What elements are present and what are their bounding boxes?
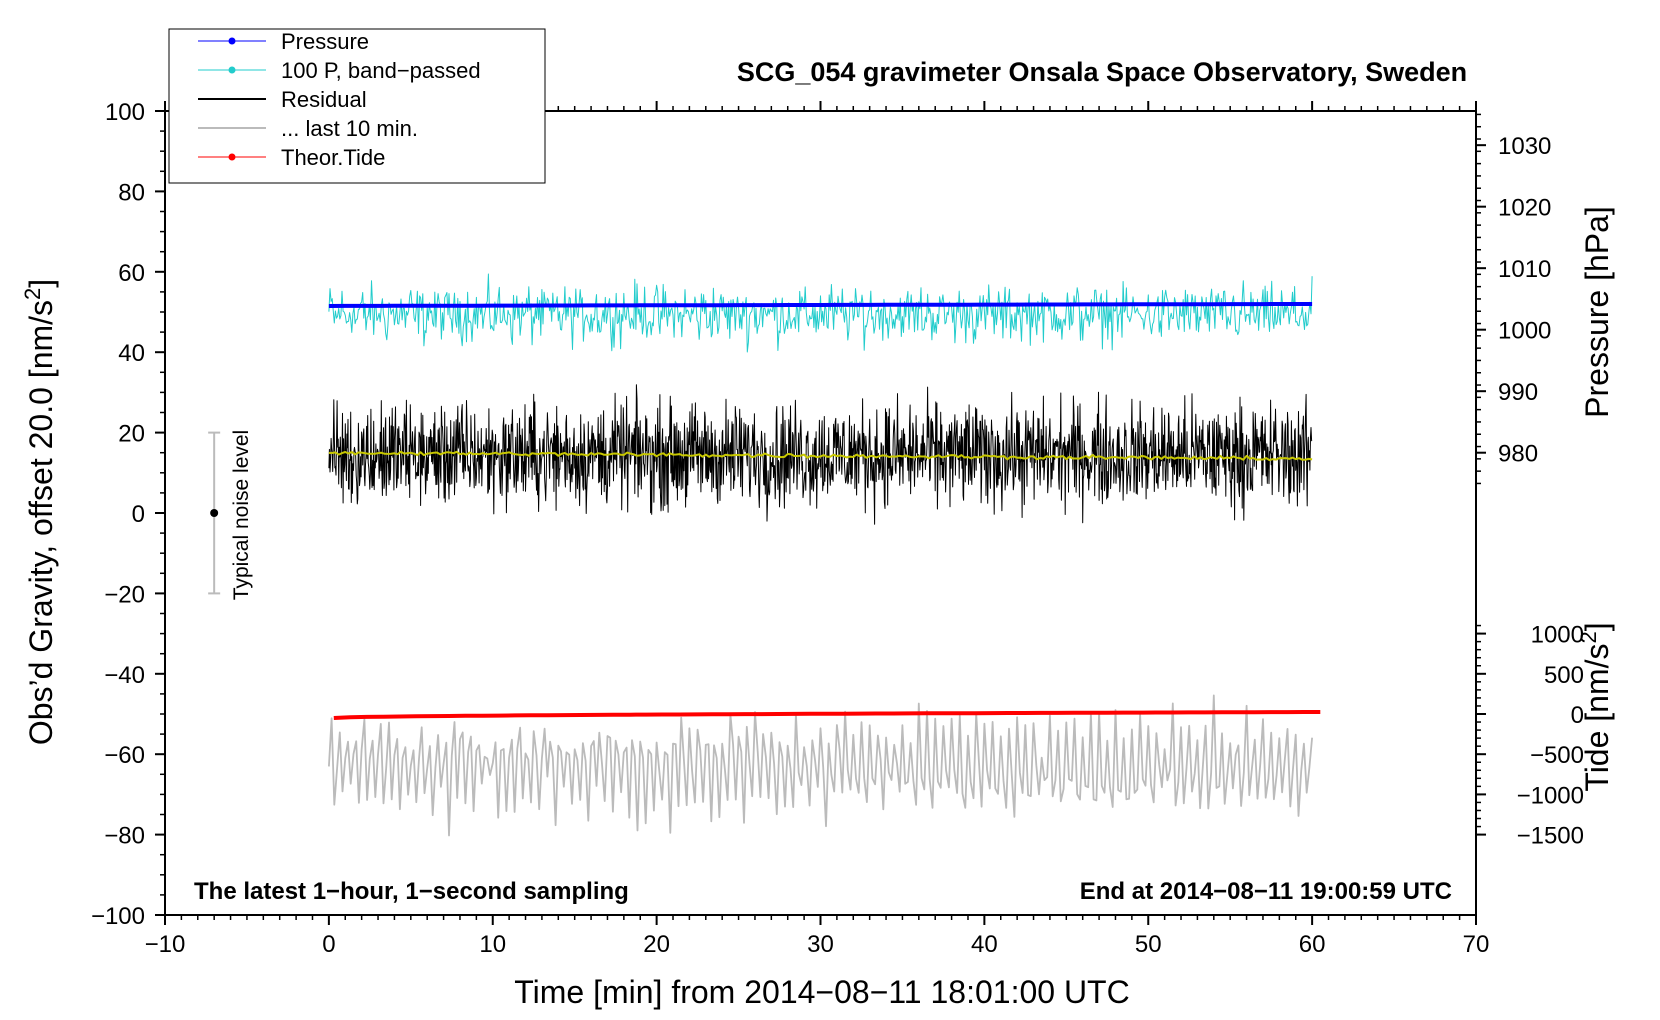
pressure-axis-ticks: 980 990 1000 1010 1020 1030 <box>1476 113 1551 485</box>
y-tick-label--60: −60 <box>104 742 145 769</box>
series-theoretical-tide <box>333 710 1321 720</box>
pressure-tick-label-1010: 1010 <box>1498 256 1551 283</box>
legend-label-3: ... last 10 min. <box>281 116 418 141</box>
y-axis-title-tide: Tide [nm/s2] <box>1576 622 1615 791</box>
legend: Pressure 100 P, band−passed Residual ... la… <box>168 28 546 184</box>
legend-marker-1 <box>228 66 236 74</box>
tide-tick-label-1000: 1000 <box>1531 622 1584 649</box>
x-axis-title: Time [min] from 2014−08−11 18:01:00 UTC <box>514 974 1129 1010</box>
tide-tick-label--1000: −1000 <box>1517 782 1584 809</box>
series-pressure <box>328 302 1313 308</box>
y-tick-label--100: −100 <box>91 903 145 930</box>
y-tick-label-60: 60 <box>118 260 145 287</box>
x-axis-ticks: −10 0 10 20 30 40 50 60 70 <box>145 101 1490 958</box>
legend-label-2: Residual <box>281 87 367 112</box>
y-axis-title-left-end: ] <box>23 279 59 288</box>
y-axis-title-tide-end: ] <box>1579 622 1615 631</box>
noise-level-bar <box>208 431 221 595</box>
y-tick-label-20: 20 <box>118 421 145 448</box>
tide-axis-ticks: −1500 −1000 −500 0 500 1000 <box>1476 622 1584 850</box>
noise-bar-center-dot <box>210 509 219 517</box>
y-axis-title-left-main: Obs’d Gravity, offset 20.0 [nm/s <box>23 300 59 745</box>
note-bottom-left: The latest 1−hour, 1−second sampling <box>194 878 629 905</box>
x-tick-label-0: 0 <box>322 931 335 958</box>
y-tick-label--40: −40 <box>104 662 145 689</box>
x-tick-label-70: 70 <box>1463 931 1490 958</box>
plot-frame <box>164 110 1477 916</box>
legend-marker-0 <box>228 37 236 45</box>
legend-marker-4 <box>228 153 236 161</box>
x-tick-label-60: 60 <box>1299 931 1326 958</box>
y-axis-ticks: −100 −80 −60 −40 −20 0 20 40 60 80 100 <box>91 99 165 930</box>
note-bottom-right: End at 2014−08−11 19:00:59 UTC <box>1080 878 1452 905</box>
pressure-tick-label-1000: 1000 <box>1498 318 1551 345</box>
legend-label-4: Theor.Tide <box>281 145 385 170</box>
legend-label-0: Pressure <box>281 29 369 54</box>
y-tick-label--80: −80 <box>104 823 145 850</box>
series-bandpassed-pressure <box>328 273 1313 353</box>
x-tick-label-30: 30 <box>807 931 834 958</box>
legend-label-1: 100 P, band−passed <box>281 58 481 83</box>
tide-tick-label--1500: −1500 <box>1517 823 1584 850</box>
tide-tick-label-0: 0 <box>1571 702 1584 729</box>
tide-tick-label-500: 500 <box>1544 662 1584 689</box>
pressure-tick-label-990: 990 <box>1498 379 1538 406</box>
y-tick-label-0: 0 <box>132 501 145 528</box>
y-axis-title-tide-sup: 2 <box>1576 631 1601 643</box>
y-tick-label-40: 40 <box>118 340 145 367</box>
noise-level-label: Typical noise level <box>230 430 253 600</box>
tide-tick-label--500: −500 <box>1530 742 1584 769</box>
y-axis-title-tide-main: Tide [nm/s <box>1579 643 1615 791</box>
series-residual-smoothed <box>328 450 1313 462</box>
x-tick-label--10: −10 <box>145 931 186 958</box>
series-residual <box>328 384 1313 525</box>
y-tick-label-80: 80 <box>118 179 145 206</box>
pressure-tick-label-1020: 1020 <box>1498 195 1551 222</box>
x-tick-label-10: 10 <box>479 931 506 958</box>
y-axis-title-left-sup: 2 <box>20 288 45 300</box>
x-tick-label-50: 50 <box>1135 931 1162 958</box>
x-tick-label-20: 20 <box>643 931 670 958</box>
y-axis-title-pressure: Pressure [hPa] <box>1579 206 1615 418</box>
pressure-tick-label-980: 980 <box>1498 441 1538 468</box>
y-axis-title-left: Obs’d Gravity, offset 20.0 [nm/s2] <box>20 279 59 745</box>
x-tick-label-40: 40 <box>971 931 998 958</box>
chart-title: SCG_054 gravimeter Onsala Space Observat… <box>737 57 1467 87</box>
pressure-tick-label-1030: 1030 <box>1498 133 1551 160</box>
y-tick-label--20: −20 <box>104 581 145 608</box>
y-tick-label-100: 100 <box>105 99 145 126</box>
series-lines <box>328 273 1321 837</box>
series-last-10-min <box>328 694 1313 837</box>
